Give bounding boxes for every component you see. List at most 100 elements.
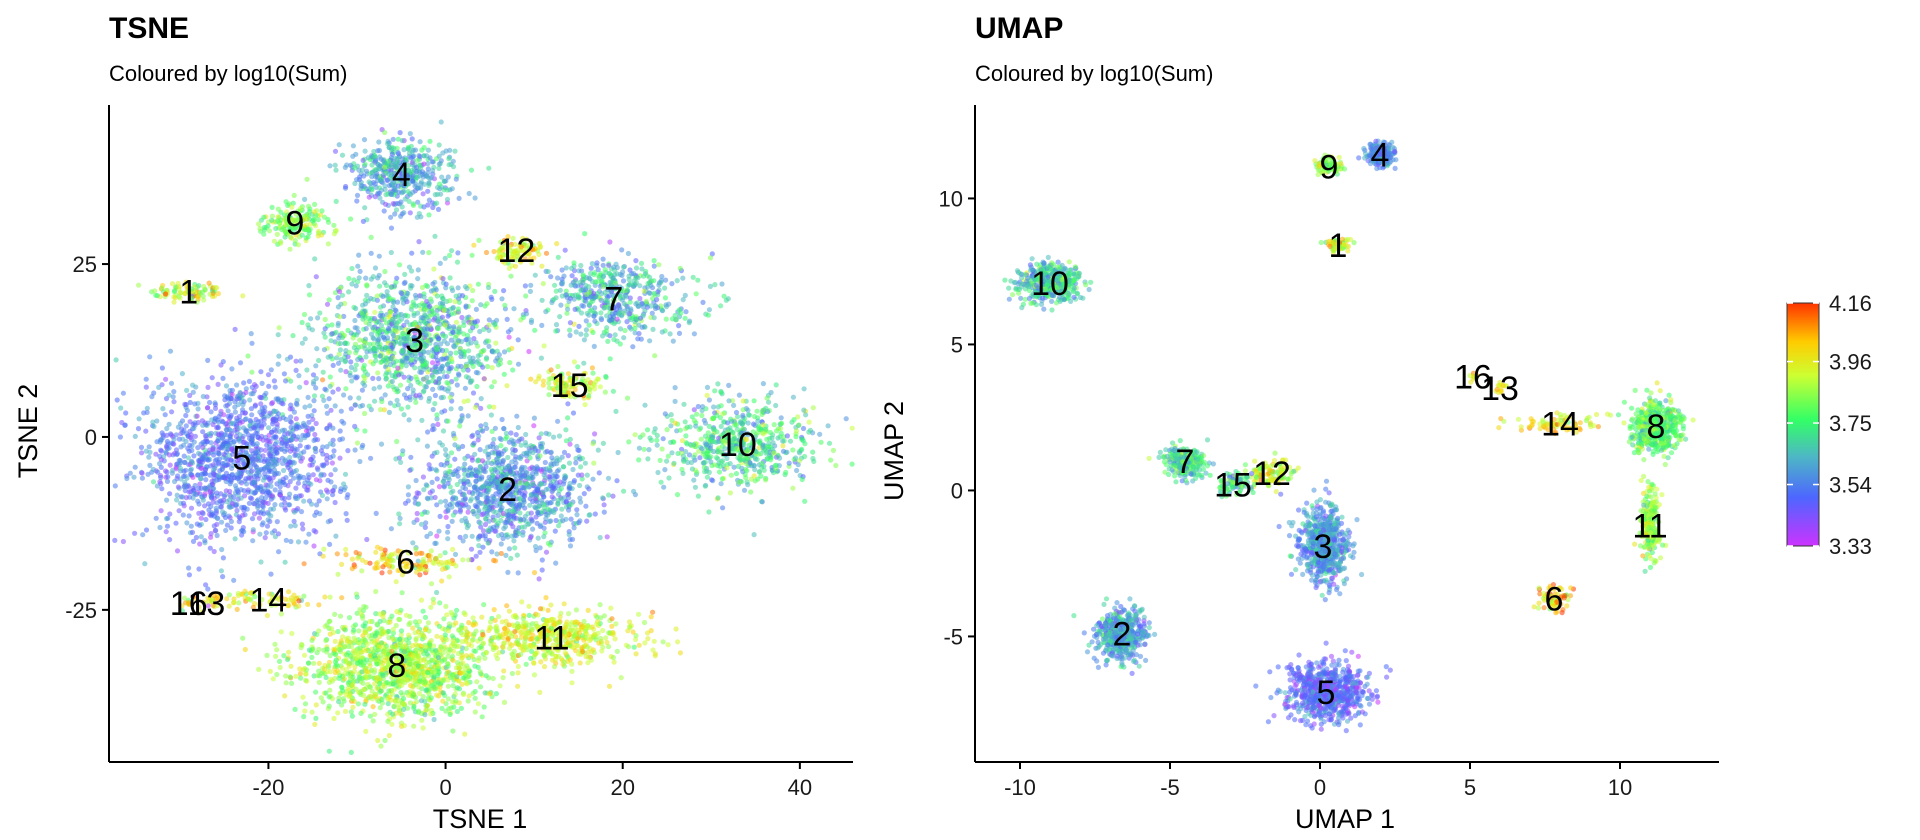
cell-point — [421, 204, 427, 210]
cell-point — [565, 453, 571, 459]
cell-point — [389, 373, 395, 379]
cell-point — [563, 427, 569, 433]
cell-point — [378, 178, 384, 184]
cell-point — [160, 406, 166, 412]
cell-point — [430, 406, 436, 413]
cell-point — [327, 441, 333, 447]
cell-point — [571, 260, 577, 266]
cell-point — [393, 358, 399, 364]
cell-point — [218, 568, 224, 574]
cell-point — [495, 520, 501, 527]
cell-point — [433, 287, 439, 293]
cell-point — [503, 519, 509, 525]
cell-point — [639, 266, 645, 272]
cell-point — [534, 464, 540, 470]
cell-point — [605, 338, 611, 344]
cell-point — [511, 538, 517, 544]
cell-point — [258, 369, 264, 375]
cell-point — [503, 532, 509, 538]
cell-point — [482, 469, 488, 475]
cell-point — [276, 325, 282, 331]
cell-point — [656, 262, 662, 268]
cell-point — [600, 274, 606, 280]
cell-point — [387, 362, 393, 368]
cell-point — [187, 442, 193, 448]
cell-point — [234, 501, 240, 507]
cell-point — [531, 415, 538, 421]
cell-point — [600, 256, 606, 262]
cell-point — [416, 239, 422, 245]
cell-point — [486, 165, 492, 171]
cell-point — [342, 708, 349, 715]
cell-point — [293, 400, 299, 407]
cell-point — [360, 380, 366, 386]
cell-point — [206, 280, 212, 286]
cell-point — [480, 484, 486, 490]
cell-point — [570, 466, 576, 473]
cell-point — [204, 405, 211, 411]
cell-point — [501, 371, 507, 377]
cell-point — [625, 306, 631, 312]
cell-point — [523, 431, 529, 438]
cell-point — [318, 448, 324, 454]
cell-point — [490, 444, 496, 450]
cell-point — [459, 293, 466, 299]
cell-point — [315, 315, 321, 321]
cell-point — [359, 568, 365, 574]
cell-point — [389, 378, 395, 385]
cell-point — [112, 537, 118, 544]
cell-point — [602, 267, 608, 273]
cell-point — [355, 356, 361, 363]
cell-point — [178, 444, 184, 450]
cell-point — [542, 475, 548, 481]
cell-point — [374, 544, 381, 550]
cell-point — [442, 498, 449, 504]
cell-point — [337, 455, 343, 461]
cell-point — [263, 395, 269, 401]
cell-point — [344, 162, 350, 168]
cell-point — [306, 283, 312, 289]
cell-point — [444, 187, 451, 193]
cell-point — [305, 444, 311, 450]
cell-point — [531, 423, 537, 429]
cell-point — [221, 493, 227, 499]
cell-point — [360, 442, 366, 448]
cell-point — [354, 177, 360, 183]
cell-point — [434, 200, 440, 206]
cell-point — [189, 286, 195, 292]
cell-point — [535, 486, 541, 492]
cell-point — [509, 508, 515, 515]
cell-point — [432, 401, 438, 407]
cell-point — [329, 460, 335, 466]
cell-point — [475, 458, 481, 464]
cell-point — [249, 369, 255, 375]
cell-point — [507, 469, 513, 475]
cell-point — [396, 511, 402, 517]
cell-point — [464, 315, 470, 321]
cell-point — [440, 394, 446, 400]
cell-point — [327, 541, 333, 548]
cell-point — [448, 450, 455, 456]
cell-point — [444, 341, 451, 347]
cell-point — [621, 488, 627, 494]
cell-point — [293, 485, 299, 491]
cell-point — [453, 319, 460, 325]
cell-point — [259, 412, 265, 418]
cell-point — [502, 302, 508, 308]
cell-point — [669, 281, 675, 287]
cell-point — [223, 383, 230, 389]
cell-point — [275, 332, 281, 338]
cell-point — [135, 426, 142, 432]
cell-point — [180, 500, 187, 506]
cell-point — [488, 466, 494, 472]
cell-point — [255, 497, 261, 503]
cell-point — [429, 479, 435, 485]
cell-point — [262, 535, 268, 541]
cell-point — [460, 497, 466, 503]
cell-point — [445, 683, 451, 689]
cell-point — [446, 156, 452, 162]
cell-point — [372, 153, 378, 159]
cell-point — [415, 379, 421, 385]
cell-point — [214, 425, 220, 431]
cell-point — [362, 369, 368, 375]
